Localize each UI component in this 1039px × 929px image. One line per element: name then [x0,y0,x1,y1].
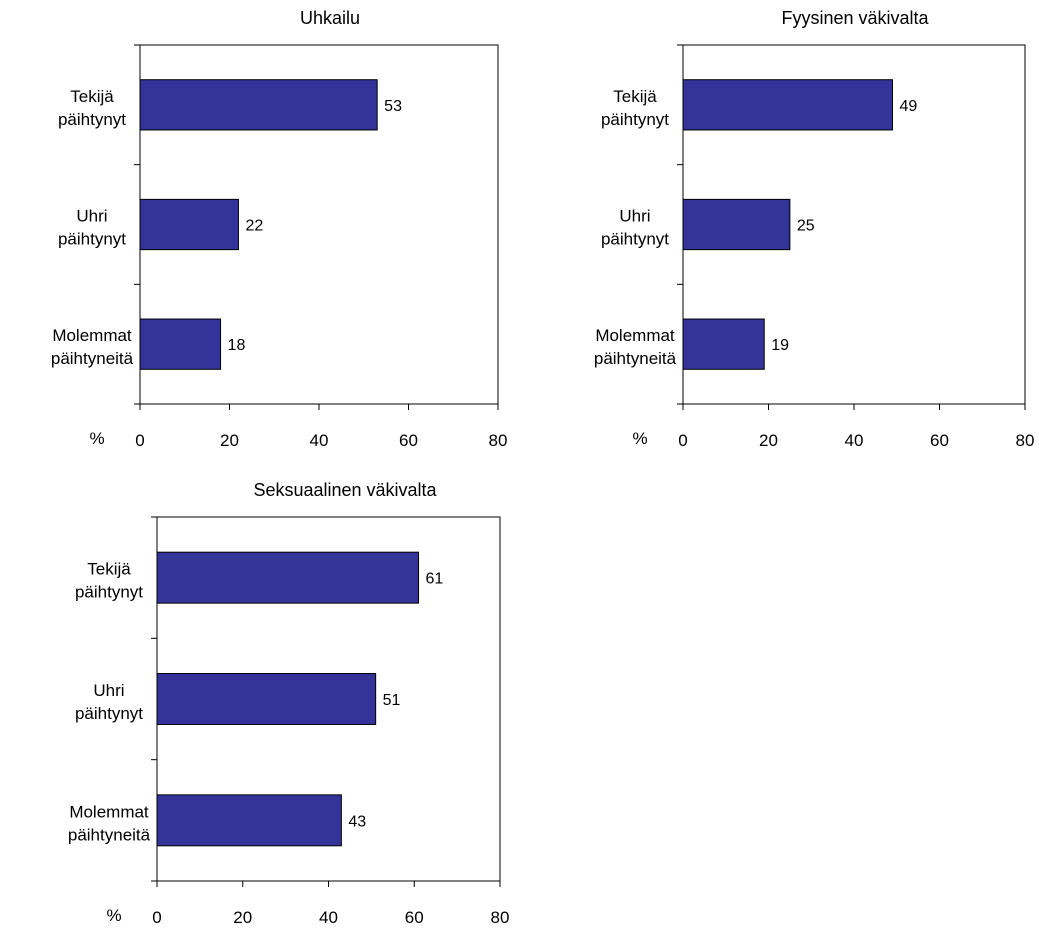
x-tick-label: 20 [233,908,252,927]
category-label: Uhri päihtynyt [601,207,669,249]
x-tick-label: 40 [845,431,864,450]
bar [682,198,791,251]
bar [682,79,893,131]
x-tick-label: 80 [491,908,510,927]
category-label: Tekijä päihtynyt [601,87,669,129]
category-label-line: päihtynyt [601,230,669,249]
category-label-line: Tekijä [87,560,131,579]
x-tick-label: 40 [310,431,329,450]
data-label: 18 [228,337,246,354]
x-tick-label: 0 [152,908,161,927]
category-label-line: Molemmat [52,326,132,345]
chart-title: Seksuaalinen väkivalta [253,480,437,500]
chart-panel-3: Seksuaalinen väkivalta 0 20 40 60 80% 61 Tekijä… [68,480,510,927]
chart-panel-2: Fyysinen väkivalta 0 20 40 60 80% 49 Tekijä päih… [594,8,1035,450]
category-label-line: päihtyneitä [51,349,134,368]
x-tick-label: 80 [1016,431,1035,450]
category-label-line: päihtyneitä [594,349,677,368]
category-label-line: päihtynyt [75,704,143,723]
data-label: 19 [771,337,789,354]
category-label: Molemmat päihtyneitä [594,326,677,368]
bar [139,198,239,251]
category-label-line: päihtynyt [58,230,126,249]
category-label-line: Molemmat [69,802,149,821]
x-axis-unit: % [89,429,104,448]
x-axis-unit: % [106,906,121,925]
category-label-line: päihtynyt [58,110,126,129]
bar [139,79,378,131]
category-label: Molemmat päihtyneitä [51,326,134,368]
bar [156,673,377,725]
category-label-line: päihtyneitä [68,825,151,844]
category-label-line: Tekijä [613,87,657,106]
x-tick-label: 40 [319,908,338,927]
category-label: Molemmat päihtyneitä [68,802,151,844]
category-label: Tekijä päihtynyt [58,87,126,129]
x-tick-label: 60 [405,908,424,927]
bar [156,551,420,604]
x-axis-unit: % [632,429,647,448]
bar [682,318,765,370]
data-label: 25 [797,218,815,235]
data-label: 49 [899,98,917,115]
x-tick-label: 20 [759,431,778,450]
data-label: 43 [348,813,366,830]
x-tick-label: 0 [135,431,144,450]
chart-title: Uhkailu [300,8,360,28]
bar [139,318,222,370]
category-label-line: Molemmat [595,326,675,345]
data-label: 53 [384,98,402,115]
bar [156,794,342,847]
x-tick-label: 20 [220,431,239,450]
category-label-line: Uhri [93,681,124,700]
category-label-line: päihtynyt [601,110,669,129]
category-label-line: Uhri [619,207,650,226]
category-label-line: Uhri [76,207,107,226]
category-label: Uhri päihtynyt [75,681,143,723]
category-label-line: päihtynyt [75,583,143,602]
category-label: Uhri päihtynyt [58,207,126,249]
data-label: 61 [426,571,444,588]
x-tick-label: 80 [489,431,508,450]
chart-title: Fyysinen väkivalta [781,8,929,28]
data-label: 22 [245,218,263,235]
x-tick-label: 0 [678,431,687,450]
category-label: Tekijä päihtynyt [75,560,143,602]
data-label: 51 [383,692,401,709]
chart-panel-1: Uhkailu 0 20 40 60 80% 53 Tekijä päihtynyt 22 Uhri… [51,8,508,450]
category-label-line: Tekijä [70,87,114,106]
x-tick-label: 60 [399,431,418,450]
x-tick-label: 60 [930,431,949,450]
